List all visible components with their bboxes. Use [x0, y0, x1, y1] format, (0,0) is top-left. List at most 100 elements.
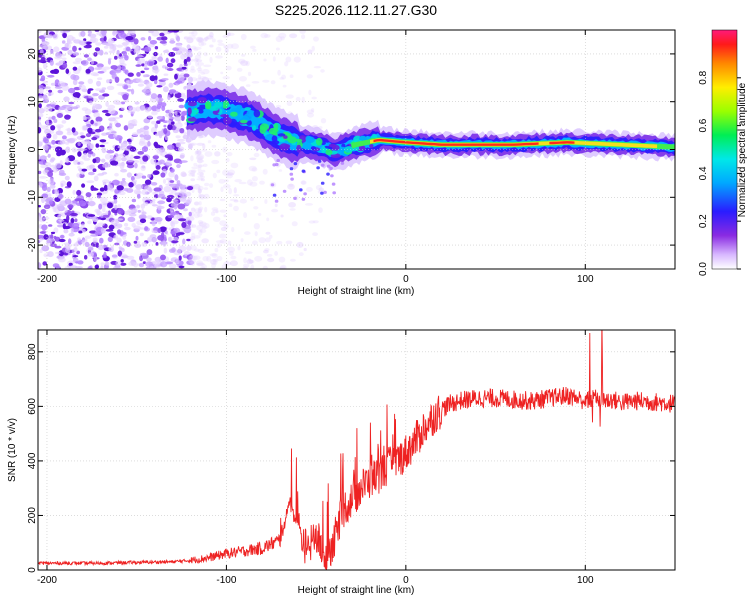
heatmap-noise-blob — [54, 251, 61, 255]
heatmap-noise-blob — [207, 140, 212, 144]
heatmap-noise-blob — [120, 168, 128, 173]
heatmap-noise-blob — [115, 122, 121, 128]
heatmap-noise-blob — [318, 207, 323, 213]
heatmap-noise-blob — [197, 164, 203, 168]
heatmap-noise-blob — [54, 30, 60, 33]
heatmap-ridge-streak — [340, 161, 345, 165]
heatmap-y-axis-label: Frequency (Hz) — [7, 116, 18, 185]
heatmap-noise-blob — [152, 170, 160, 175]
heatmap-noise-blob — [279, 77, 284, 80]
heatmap-noise-blob — [72, 45, 77, 52]
heatmap-noise-blob — [163, 124, 167, 128]
heatmap-noise-blob — [198, 194, 206, 200]
heatmap-noise-blob — [305, 203, 313, 206]
heatmap-noise-blob — [144, 226, 149, 231]
heatmap-noise-blob — [313, 36, 319, 42]
heatmap-noise-blob — [161, 196, 167, 200]
heatmap-noise-blob — [191, 224, 197, 228]
heatmap-noise-blob — [110, 65, 118, 70]
heatmap-noise-blob — [236, 67, 243, 72]
heatmap-noise-blob — [188, 255, 196, 261]
heatmap-noise-blob — [153, 141, 159, 147]
heatmap-noise-blob — [190, 245, 197, 251]
heatmap-noise-blob — [147, 237, 153, 243]
heatmap-noise-blob — [128, 182, 134, 188]
heatmap-noise-blob — [215, 210, 219, 214]
heatmap-noise-blob — [203, 52, 208, 57]
heatmap-noise-blob — [250, 45, 256, 49]
heatmap-noise-blob — [241, 54, 246, 57]
heatmap-noise-blob — [72, 61, 81, 65]
heatmap-noise-blob — [131, 198, 137, 203]
heatmap-noise-blob — [125, 46, 131, 52]
heatmap-noise-blob — [186, 254, 193, 260]
heatmap-noise-blob — [46, 238, 51, 244]
heatmap-noise-blob — [114, 55, 118, 60]
heatmap-noise-blob — [58, 172, 67, 176]
heatmap-noise-blob — [175, 183, 181, 188]
heatmap-noise-blob — [250, 264, 255, 269]
heatmap-ridge-streak — [317, 159, 322, 163]
heatmap-noise-blob — [122, 235, 127, 240]
heatmap-noise-blob — [240, 238, 244, 243]
heatmap-noise-blob — [87, 266, 93, 269]
heatmap-noise-blob — [212, 172, 217, 179]
heatmap-noise-blob — [155, 97, 159, 102]
heatmap-ridge-streak — [293, 162, 298, 166]
heatmap-noise-blob — [230, 162, 239, 169]
heatmap-noise-blob — [50, 177, 54, 184]
snr-x-axis-label: Height of straight line (km) — [298, 585, 415, 596]
heatmap-noise-blob — [133, 240, 138, 244]
heatmap-noise-blob — [200, 178, 205, 182]
snr-x-tick-label: -100 — [216, 575, 236, 586]
heatmap-noise-blob — [178, 104, 185, 109]
heatmap-noise-blob — [278, 32, 287, 39]
colorbar-gradient — [711, 29, 738, 270]
heatmap-noise-blob — [293, 56, 301, 63]
heatmap-noise-blob — [191, 30, 198, 37]
heatmap-noise-blob — [311, 108, 315, 113]
heatmap-noise-blob — [77, 162, 81, 165]
heatmap-ridge-blob — [332, 144, 340, 151]
heatmap-noise-blob — [186, 245, 192, 251]
heatmap-noise-blob — [77, 151, 82, 157]
heatmap-noise-blob — [218, 233, 227, 239]
heatmap-noise-blob — [103, 251, 107, 258]
heatmap-noise-blob — [65, 68, 70, 74]
heatmap-noise-blob — [197, 185, 204, 191]
heatmap-noise-blob — [104, 153, 112, 160]
heatmap-noise-blob — [114, 145, 120, 152]
heatmap-noise-blob — [72, 74, 80, 81]
heatmap-ridge-blob — [259, 126, 267, 134]
heatmap-noise-blob — [303, 247, 307, 252]
heatmap-noise-blob — [89, 33, 97, 38]
heatmap-noise-blob — [80, 140, 89, 145]
heatmap-noise-blob — [189, 58, 194, 62]
heatmap-noise-blob — [114, 172, 119, 177]
heatmap-noise-blob — [123, 182, 129, 187]
heatmap-noise-blob — [265, 231, 271, 235]
snr-y-tick-label: 600 — [27, 398, 38, 415]
heatmap-noise-blob — [154, 46, 159, 50]
heatmap-noise-blob — [128, 105, 133, 110]
heatmap-noise-blob — [196, 150, 203, 155]
heatmap-noise-blob — [137, 151, 144, 155]
heatmap-noise-blob — [274, 251, 278, 256]
heatmap-noise-blob — [190, 155, 194, 162]
heatmap-noise-blob — [188, 143, 193, 150]
heatmap-noise-blob — [186, 260, 195, 266]
figure-title: S225.2026.112.11.27.G30 — [275, 2, 437, 18]
heatmap-noise-blob — [151, 236, 157, 243]
heatmap-ridge-streak — [289, 172, 294, 176]
heatmap-noise-blob — [151, 120, 157, 125]
colorbar-tick-label: 0.8 — [698, 70, 709, 84]
heatmap-noise-blob — [96, 63, 104, 68]
heatmap-noise-blob — [177, 146, 185, 152]
heatmap-noise-blob — [121, 157, 127, 162]
heatmap-noise-blob — [108, 246, 114, 252]
heatmap-noise-blob — [169, 207, 174, 213]
snr-frame — [37, 329, 676, 571]
heatmap-noise-blob — [87, 214, 96, 217]
heatmap-noise-blob — [78, 81, 85, 85]
heatmap-noise-blob — [153, 187, 162, 192]
